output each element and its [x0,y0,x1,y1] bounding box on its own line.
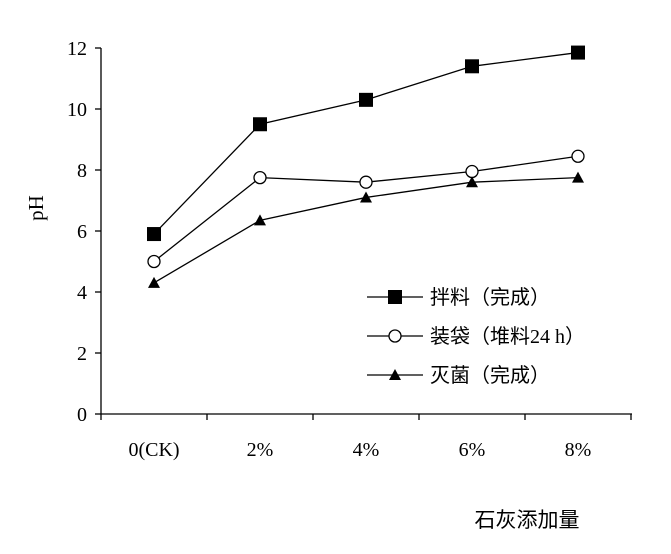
legend-label: 装袋（堆料24 h） [430,325,585,348]
triangle-marker [254,214,266,226]
x-axis-title: 石灰添加量 [475,508,580,532]
square-marker [465,59,479,74]
legend-item: 装袋（堆料24 h） [367,325,585,348]
y-tick-label: 4 [77,282,87,304]
x-tick-label: 2% [247,439,274,461]
triangle-marker [148,276,160,288]
square-marker [147,227,161,242]
series-1 [147,45,585,242]
x-tick-label: 6% [459,439,486,461]
legend-item: 灭菌（完成） [367,364,550,387]
circle-marker [253,170,267,185]
legend-item: 拌料（完成） [367,286,550,309]
triangle-marker [360,191,372,203]
y-tick-label: 2 [77,343,87,365]
y-tick-label: 8 [77,160,87,182]
circle-marker [571,149,585,163]
circle-marker [359,175,373,189]
x-tick-label: 8% [565,439,592,461]
square-marker [359,92,373,107]
circle-marker [147,254,161,269]
y-tick-label: 0 [77,404,87,426]
legend-square-marker [388,290,402,304]
square-marker [571,45,585,60]
legend-circle-marker [388,329,402,343]
series-2 [147,149,585,269]
series-1-line [153,51,579,235]
series-3 [148,171,584,288]
y-tick-label: 12 [67,38,87,60]
square-marker [253,117,267,132]
y-tick-label: 6 [77,221,87,243]
legend-label: 灭菌（完成） [430,364,550,387]
x-tick-label: 4% [353,439,380,461]
y-tick-label: 10 [67,99,87,121]
circle-marker [465,164,479,179]
x-tick-label: 0(CK) [128,439,179,461]
legend: 拌料（完成） 装袋（堆料24 h） 灭菌（完成） [367,286,585,387]
legend-triangle-marker [389,369,401,380]
legend-label: 拌料（完成） [430,286,550,309]
y-axis-title: pH [24,195,48,221]
triangle-marker [466,176,478,188]
triangle-marker [572,171,584,183]
